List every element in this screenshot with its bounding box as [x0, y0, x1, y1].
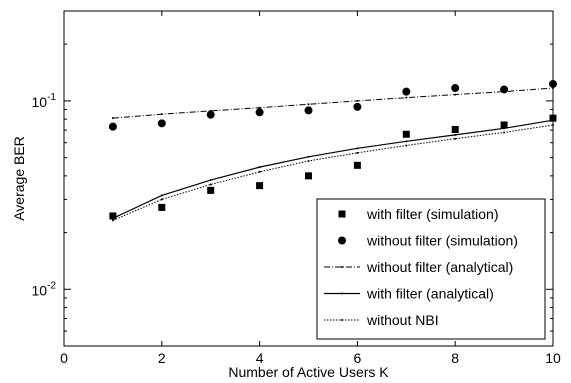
line-point [258, 106, 261, 109]
series-line [112, 87, 554, 119]
series-layer [108, 79, 557, 222]
line-point [405, 140, 408, 143]
legend: with filter (simulation) without filter (… [316, 198, 546, 340]
legend-label: with filter (analytical) [366, 286, 494, 302]
data-point [109, 212, 117, 220]
y-axis-label: Average BER [11, 136, 27, 221]
series-3 [111, 87, 554, 120]
data-point [157, 119, 166, 128]
x-tick-label: 8 [451, 350, 459, 366]
x-tick-label: 0 [60, 350, 68, 366]
line-point [160, 194, 163, 197]
line-point [503, 127, 506, 130]
legend-entry: with filter (analytical) [324, 286, 494, 302]
line-point [258, 166, 261, 169]
line-point [307, 159, 310, 162]
series-4 [111, 119, 554, 220]
data-point [305, 172, 312, 180]
series-2 [108, 79, 557, 131]
y-tick-label: 10-1 [32, 92, 57, 110]
legend-label: with filter (simulation) [366, 206, 498, 222]
line-point [160, 198, 163, 201]
line-point [356, 147, 359, 150]
legend-line-marker [341, 266, 343, 268]
x-tick-label: 4 [256, 350, 264, 366]
tick-labels: 0 2 4 6 8 10 10-2 10-1 [32, 92, 561, 366]
line-point [503, 90, 506, 93]
data-point [256, 182, 264, 190]
plot-frame [63, 10, 554, 347]
series-5 [111, 123, 554, 222]
line-point [209, 109, 212, 112]
line-point [111, 117, 114, 120]
x-tick-label: 2 [158, 350, 166, 366]
legend-marker [338, 236, 346, 245]
data-point [207, 186, 215, 194]
line-point [454, 93, 457, 96]
data-point [353, 102, 362, 111]
line-point [160, 113, 163, 116]
data-point [158, 203, 166, 211]
line-point [454, 137, 457, 140]
x-axis-label: Number of Active Users K [228, 364, 389, 380]
legend-label: without filter (simulation) [366, 233, 518, 249]
legend-line-marker [341, 319, 343, 321]
series-line [112, 124, 554, 221]
legend-entry: without filter (simulation) [338, 233, 518, 249]
x-tick-label: 10 [545, 350, 561, 366]
line-point [356, 99, 359, 102]
x-tick-label: 6 [354, 350, 362, 366]
legend-entry: with filter (simulation) [338, 206, 498, 222]
data-point [402, 87, 411, 96]
legend-entry: without filter (analytical) [324, 259, 513, 275]
line-point [258, 170, 261, 173]
data-point [402, 130, 410, 138]
data-point [451, 125, 459, 133]
legend-label: without NBI [366, 312, 439, 328]
line-point [454, 133, 457, 136]
series-line [112, 119, 554, 219]
line-point [405, 96, 408, 99]
data-point [255, 108, 264, 117]
data-point [451, 84, 460, 93]
data-point [353, 161, 361, 169]
line-point [209, 183, 212, 186]
legend-label: without filter (analytical) [366, 259, 513, 275]
legend-box [316, 198, 546, 340]
data-point [500, 121, 508, 129]
data-point [206, 110, 215, 119]
line-point [405, 144, 408, 147]
y-tick-label: 10-2 [32, 280, 57, 298]
legend-line-marker [341, 292, 343, 295]
data-point [108, 122, 117, 131]
line-point [307, 103, 310, 106]
data-point [304, 106, 313, 115]
line-point [111, 217, 114, 220]
line-point [503, 131, 506, 134]
line-point [307, 155, 310, 158]
line-point [209, 179, 212, 182]
legend-entry: without NBI [324, 312, 439, 328]
line-point [356, 151, 359, 154]
line-point [111, 219, 114, 222]
legend-marker [338, 210, 346, 218]
